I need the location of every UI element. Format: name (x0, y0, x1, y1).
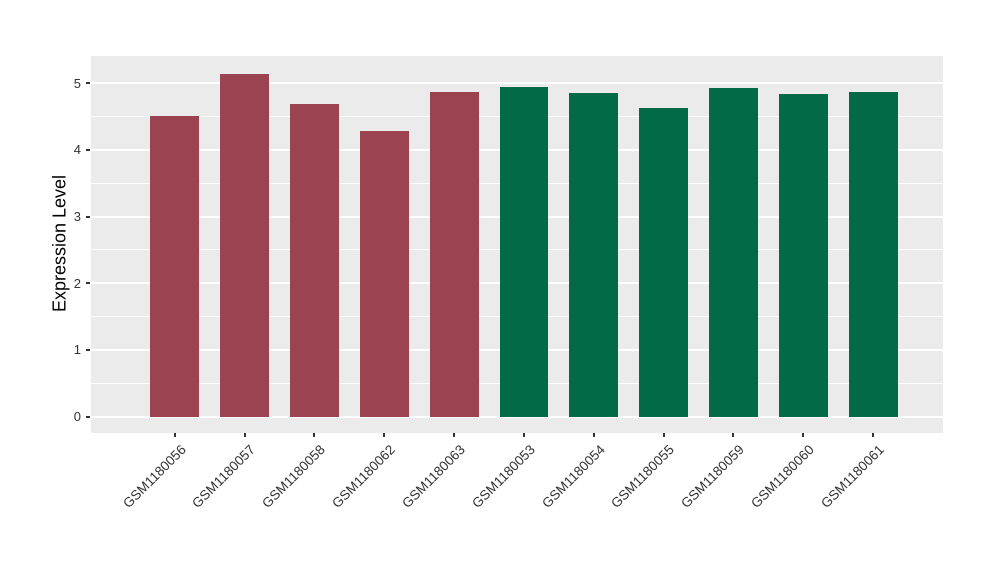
y-axis-tick-label: 1 (73, 342, 81, 358)
major-gridline (91, 415, 943, 418)
x-axis-tick (383, 433, 386, 437)
x-axis-tick-label: GSM1180053 (468, 442, 538, 511)
y-axis-tick (86, 148, 90, 151)
bar-GSM1180053 (499, 87, 549, 417)
bar-GSM1180063 (429, 92, 479, 417)
x-axis-tick (662, 433, 665, 437)
x-axis-tick (592, 433, 595, 437)
x-axis-tick-label: GSM1180062 (329, 442, 398, 511)
bar-GSM1180054 (569, 93, 619, 417)
y-axis-tick-label: 5 (73, 75, 81, 91)
bar-GSM1180055 (639, 108, 689, 417)
x-axis-tick-label: GSM1180055 (608, 442, 678, 511)
y-axis-tick (86, 82, 90, 85)
x-axis-tick (173, 433, 176, 437)
x-axis-tick-label: GSM1180061 (817, 442, 887, 511)
bar-GSM1180062 (359, 131, 409, 417)
x-axis-tick-label: GSM1180063 (398, 442, 468, 511)
x-axis-tick-label: GSM1180059 (678, 442, 748, 511)
major-gridline (91, 82, 943, 85)
y-axis-tick (86, 348, 90, 351)
y-axis-tick-label: 0 (73, 409, 81, 425)
bar-GSM1180060 (778, 94, 828, 417)
x-axis-tick (522, 433, 525, 437)
x-axis-tick (732, 433, 735, 437)
y-axis-tick (86, 415, 90, 418)
y-axis-tick-label: 4 (73, 142, 81, 158)
y-axis-tick (86, 282, 90, 285)
x-axis-tick-label: GSM1180057 (189, 442, 259, 511)
bar-GSM1180059 (709, 87, 758, 417)
x-axis-tick (313, 433, 316, 437)
x-axis-tick-label: GSM1180056 (119, 442, 189, 511)
bar-GSM1180058 (290, 103, 339, 417)
bar-GSM1180061 (848, 91, 898, 417)
x-axis-tick-label: GSM1180054 (538, 442, 608, 511)
y-axis-tick-label: 3 (73, 209, 81, 224)
x-axis-tick (802, 433, 805, 437)
x-axis-tick (872, 433, 875, 437)
x-axis-tick-label: GSM1180058 (259, 442, 329, 511)
bar-GSM1180057 (220, 73, 270, 417)
x-axis-tick (453, 433, 456, 437)
x-axis-tick (243, 433, 246, 437)
bar-GSM1180056 (150, 115, 200, 417)
x-axis-tick-label: GSM1180060 (748, 442, 817, 511)
y-axis-tick (86, 215, 90, 218)
plot-panel (91, 56, 943, 433)
y-axis-tick-label: 2 (73, 275, 81, 291)
